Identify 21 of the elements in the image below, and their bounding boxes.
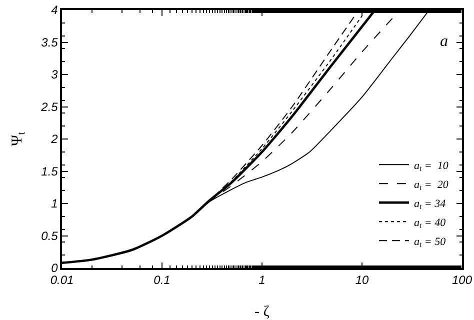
legend-label: a$_{t}$ = 10 [414,160,449,174]
y-tick-label: 2 [50,132,58,146]
legend-label: a$_{t}$ = 34 [414,198,446,212]
legend-label: a$_{t}$ = 50 [414,236,446,250]
x-tick-label: 1 [258,273,266,288]
x-tick-label: 0.01 [50,273,74,288]
y-tick-label: 3 [51,68,58,82]
y-tick-label: 1.5 [41,164,58,178]
annotation: a [440,33,448,50]
legend-label: a$_{t}$ = 20 [414,178,449,192]
y-tick-label: 1 [51,196,58,211]
y-tick-label: 2.5 [40,100,58,114]
legend-label: a$_{t}$ = 40 [414,216,446,230]
y-tick-label: 0 [51,261,58,276]
y-tick-label: 3.5 [41,35,58,50]
y-tick-label: 0.5 [41,228,58,243]
x-axis-title: - ζ [254,304,270,320]
x-tick-label: 10 [355,273,369,288]
x-tick-label: 0.1 [154,273,170,288]
x-tick-label: 100 [452,273,472,288]
y-tick-label: 4 [51,3,58,18]
